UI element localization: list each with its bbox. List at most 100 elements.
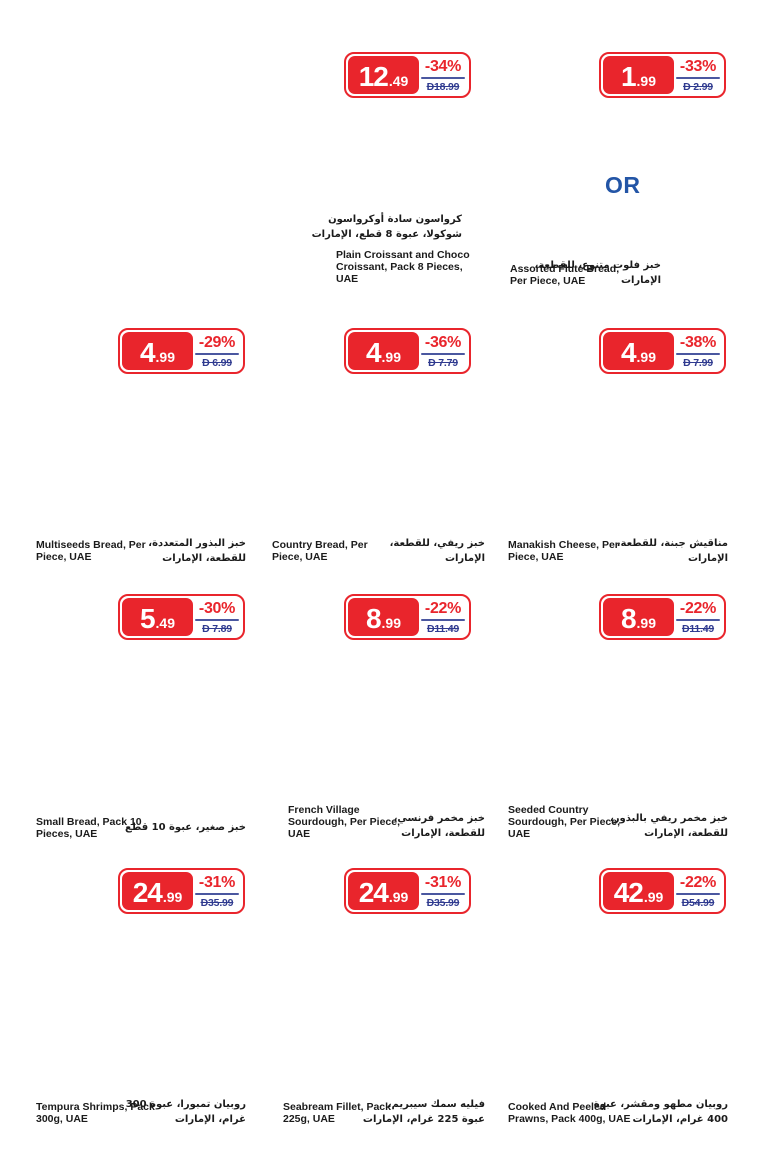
price-tag[interactable]: 4.99 -36% Đ 7.79 xyxy=(344,328,471,374)
current-price: 5.49 xyxy=(122,598,193,636)
product-name-en: Cooked And Peeled Prawns, Pack 400g, UAE xyxy=(508,1101,631,1125)
price-divider xyxy=(676,618,720,621)
price-integer: 24 xyxy=(132,877,163,908)
price-decimal: .99 xyxy=(388,889,409,905)
discount-percent: -33% xyxy=(679,57,717,75)
price-integer: 4 xyxy=(139,337,156,368)
discount-panel: -30% Đ 7.89 xyxy=(193,598,241,636)
discount-percent: -29% xyxy=(198,333,236,351)
old-price: Đ 2.99 xyxy=(683,80,713,93)
product-name-ar: خبز مخمر فرنسي، للقطعة، الإمارات xyxy=(393,813,485,839)
price-divider xyxy=(195,352,239,355)
product-name-en: Seabream Fillet, Pack 225g, UAE xyxy=(283,1101,391,1125)
current-price: 42.99 xyxy=(603,872,674,910)
old-price: Đ 7.89 xyxy=(202,622,232,635)
price-decimal: .99 xyxy=(636,73,657,89)
old-price: Đ 7.79 xyxy=(428,356,458,369)
price-decimal: .99 xyxy=(643,889,664,905)
product-name-ar: مناقيش جبنة، للقطعة، الإمارات xyxy=(616,538,728,564)
product-name-ar: فيليه سمك سيبريم، عبوة 225 غرام، الإمارا… xyxy=(362,1099,485,1125)
old-price: Đ 6.99 xyxy=(202,356,232,369)
old-price: Đ35.99 xyxy=(426,896,460,909)
price-decimal: .99 xyxy=(162,889,183,905)
price-integer: 5 xyxy=(139,603,156,634)
product-name-en: French Village Sourdough, Per Piece, UAE xyxy=(288,804,401,840)
price-decimal: .99 xyxy=(381,349,402,365)
discount-panel: -22% Đ11.49 xyxy=(419,598,467,636)
price-integer: 12 xyxy=(358,61,389,92)
price-tag[interactable]: 24.99 -31% Đ35.99 xyxy=(118,868,245,914)
product-name-en: Assorted Flute Bread, Per Piece, UAE xyxy=(510,263,620,287)
current-price: 8.99 xyxy=(348,598,419,636)
product-name-ar: خبز البذور المتعددة، للقطعة، الإمارات xyxy=(148,538,246,564)
price-integer: 8 xyxy=(365,603,382,634)
price-divider xyxy=(421,618,465,621)
price-divider xyxy=(195,618,239,621)
product-name-en: Multiseeds Bread, Per Piece, UAE xyxy=(36,539,146,563)
price-decimal: .49 xyxy=(388,73,409,89)
price-tag[interactable]: 8.99 -22% Đ11.49 xyxy=(599,594,726,640)
price-tag[interactable]: 4.99 -38% Đ 7.99 xyxy=(599,328,726,374)
discount-percent: -34% xyxy=(424,57,462,75)
product-name-ar: روبيان مطهو ومقشر، عبوة 400 غرام، الإمار… xyxy=(593,1099,728,1125)
price-decimal: .99 xyxy=(636,349,657,365)
discount-panel: -38% Đ 7.99 xyxy=(674,332,722,370)
current-price: 24.99 xyxy=(348,872,419,910)
old-price: Đ18.99 xyxy=(426,80,460,93)
price-decimal: .49 xyxy=(155,615,176,631)
discount-percent: -22% xyxy=(424,599,462,617)
product-name-en: Small Bread, Pack 10 Pieces, UAE xyxy=(36,816,142,840)
or-label: OR xyxy=(605,172,641,198)
current-price: 4.99 xyxy=(122,332,193,370)
product-name-ar: كرواسون سادة أوكرواسون شوكولا، عبوة 8 قط… xyxy=(311,214,462,240)
discount-percent: -22% xyxy=(679,873,717,891)
current-price: 4.99 xyxy=(603,332,674,370)
price-tag[interactable]: 24.99 -31% Đ35.99 xyxy=(344,868,471,914)
discount-panel: -34% Đ18.99 xyxy=(419,56,467,94)
price-decimal: .99 xyxy=(636,615,657,631)
old-price: Đ11.49 xyxy=(426,622,460,635)
old-price: Đ35.99 xyxy=(200,896,234,909)
discount-panel: -33% Đ 2.99 xyxy=(674,56,722,94)
product-name-en: Seeded Country Sourdough, Per Piece, UAE xyxy=(508,804,621,840)
discount-panel: -22% Đ54.99 xyxy=(674,872,722,910)
discount-percent: -31% xyxy=(198,873,236,891)
price-tag[interactable]: 1.99 -33% Đ 2.99 xyxy=(599,52,726,98)
discount-percent: -31% xyxy=(424,873,462,891)
price-divider xyxy=(195,892,239,895)
current-price: 12.49 xyxy=(348,56,419,94)
price-tag[interactable]: 5.49 -30% Đ 7.89 xyxy=(118,594,245,640)
old-price: Đ 7.99 xyxy=(683,356,713,369)
price-tag[interactable]: 8.99 -22% Đ11.49 xyxy=(344,594,471,640)
current-price: 1.99 xyxy=(603,56,674,94)
product-name-en: Manakish Cheese, Per Piece, UAE xyxy=(508,539,619,563)
price-divider xyxy=(676,76,720,79)
current-price: 24.99 xyxy=(122,872,193,910)
price-integer: 24 xyxy=(358,877,389,908)
price-tag[interactable]: 4.99 -29% Đ 6.99 xyxy=(118,328,245,374)
discount-percent: -22% xyxy=(679,599,717,617)
discount-panel: -31% Đ35.99 xyxy=(419,872,467,910)
discount-percent: -30% xyxy=(198,599,236,617)
product-name-ar: خبز ريفي، للقطعة، الإمارات xyxy=(389,538,485,564)
price-integer: 42 xyxy=(613,877,644,908)
current-price: 4.99 xyxy=(348,332,419,370)
discount-percent: -38% xyxy=(679,333,717,351)
old-price: Đ11.49 xyxy=(681,622,715,635)
price-tag[interactable]: 12.49 -34% Đ18.99 xyxy=(344,52,471,98)
product-name-en: Tempura Shrimps, Pack 300g, UAE xyxy=(36,1101,155,1125)
product-name-en: Plain Croissant and Choco Croissant, Pac… xyxy=(336,249,470,285)
old-price: Đ54.99 xyxy=(681,896,715,909)
price-decimal: .99 xyxy=(155,349,176,365)
price-divider xyxy=(421,352,465,355)
discount-panel: -22% Đ11.49 xyxy=(674,598,722,636)
price-divider xyxy=(676,352,720,355)
price-divider xyxy=(676,892,720,895)
product-name-ar: خبز فلوت متنوع، للقطعة، الإمارات xyxy=(534,260,661,286)
discount-panel: -36% Đ 7.79 xyxy=(419,332,467,370)
price-integer: 8 xyxy=(620,603,637,634)
price-integer: 1 xyxy=(620,61,637,92)
product-name-ar: روبيان تمبورا، عبوة 300 غرام، الإمارات xyxy=(125,1099,246,1125)
price-tag[interactable]: 42.99 -22% Đ54.99 xyxy=(599,868,726,914)
discount-panel: -31% Đ35.99 xyxy=(193,872,241,910)
